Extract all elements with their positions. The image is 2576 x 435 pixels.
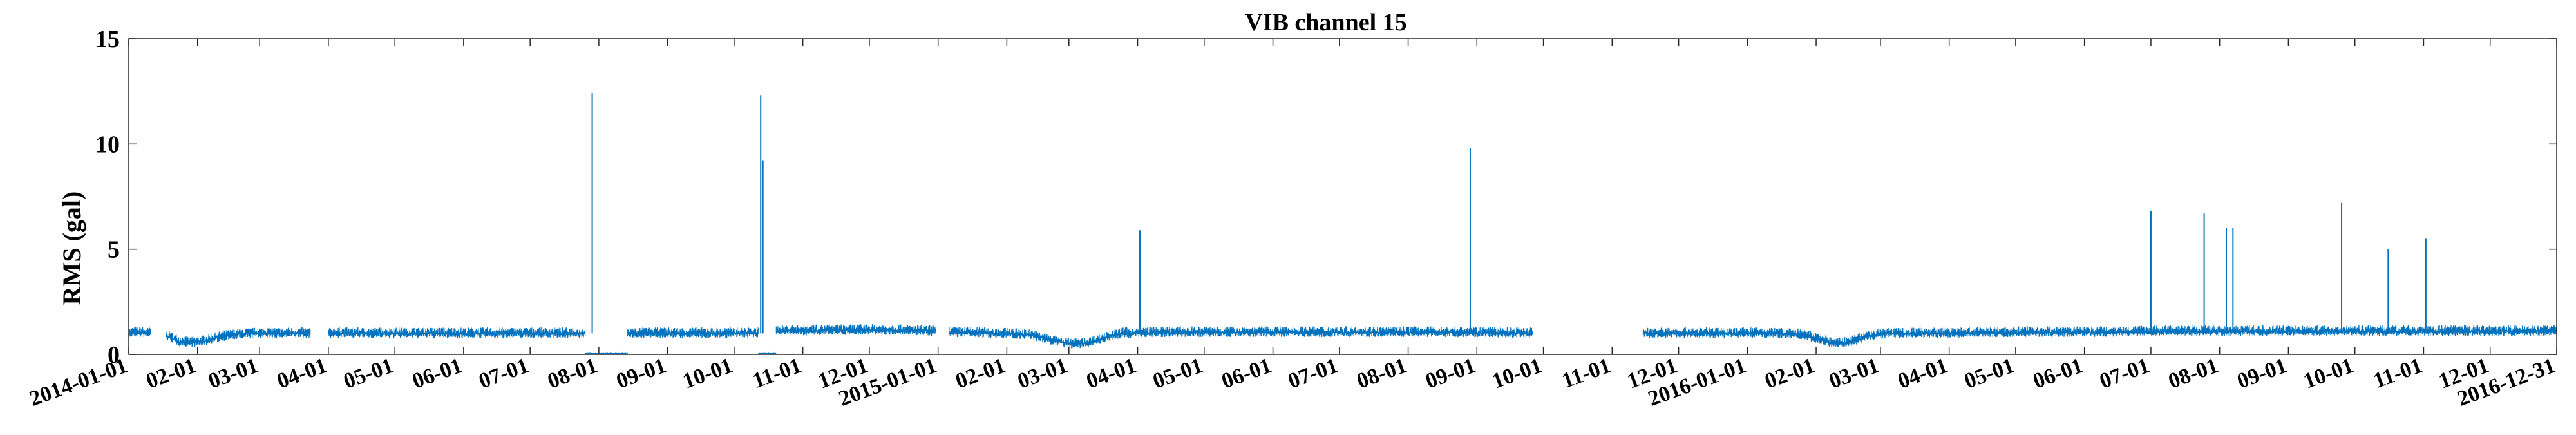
- x-tick-label-16: 05-01: [1150, 354, 1206, 394]
- x-tick-label-13: 02-01: [952, 354, 1009, 394]
- x-tick-label-22: 11-01: [1559, 354, 1614, 393]
- x-tick-label-19: 08-01: [1354, 354, 1410, 394]
- x-tick-label-30: 07-01: [2096, 354, 2152, 394]
- x-tick-label-7: 08-01: [544, 354, 600, 394]
- series-segment-3: [585, 351, 628, 356]
- x-tick-label-14: 03-01: [1014, 354, 1070, 394]
- x-tick-label-20: 09-01: [1423, 354, 1479, 394]
- x-tick-label-5: 06-01: [409, 354, 465, 394]
- x-tick-label-34: 11-01: [2371, 354, 2425, 393]
- x-tick-label-18: 07-01: [1285, 354, 1341, 394]
- y-tick-label-0: 0: [108, 342, 120, 369]
- x-tick-label-33: 10-01: [2300, 354, 2356, 394]
- x-tick-label-1: 02-01: [143, 354, 199, 394]
- series-segment-7: [949, 326, 1533, 349]
- x-tick-label-26: 03-01: [1826, 354, 1882, 394]
- y-tick-label-1: 5: [108, 237, 120, 264]
- x-tick-label-29: 06-01: [2030, 354, 2086, 394]
- series-segment-6: [775, 324, 936, 336]
- x-tick-label-6: 07-01: [476, 354, 532, 394]
- x-tick-label-9: 10-01: [679, 354, 735, 394]
- x-tick-label-10: 11-01: [750, 354, 804, 393]
- x-tick-label-3: 04-01: [274, 354, 330, 394]
- x-tick-label-25: 02-01: [1762, 354, 1818, 394]
- x-tick-label-4: 05-01: [341, 354, 397, 394]
- series-segment-0: [128, 327, 151, 338]
- x-tick-label-31: 08-01: [2165, 354, 2221, 394]
- x-tick-label-32: 09-01: [2234, 354, 2290, 394]
- series-segment-2: [328, 327, 586, 338]
- series-segment-4: [627, 327, 759, 338]
- series-segment-5: [758, 351, 777, 356]
- plot-area: [128, 93, 2557, 356]
- x-tick-label-8: 09-01: [613, 354, 669, 394]
- chart-title: VIB channel 15: [1245, 9, 1406, 36]
- x-tick-label-17: 06-01: [1218, 354, 1274, 394]
- y-tick-label-2: 10: [95, 131, 120, 158]
- x-tick-label-21: 10-01: [1489, 354, 1545, 394]
- x-tick-label-15: 04-01: [1083, 354, 1139, 394]
- x-tick-label-2: 03-01: [205, 354, 261, 394]
- x-tick-label-27: 04-01: [1895, 354, 1951, 394]
- plot-frame: [128, 38, 2557, 355]
- y-axis-label: RMS (gal): [57, 191, 86, 305]
- y-tick-label-3: 15: [95, 26, 120, 53]
- series-segment-1: [166, 327, 311, 348]
- x-tick-label-0: 2014-01-01: [26, 354, 131, 411]
- x-tick-label-28: 05-01: [1961, 354, 2017, 394]
- series-segment-8: [1642, 325, 2557, 347]
